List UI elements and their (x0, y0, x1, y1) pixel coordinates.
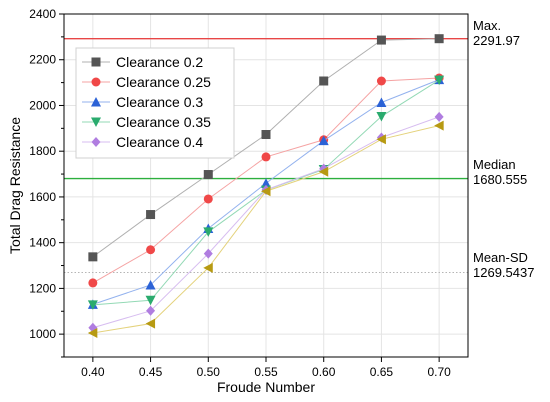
data-point (261, 186, 271, 197)
data-point (203, 248, 213, 259)
data-point (203, 194, 213, 204)
data-point (91, 77, 101, 87)
data-point (319, 76, 329, 86)
data-series (87, 34, 445, 338)
data-point (318, 135, 329, 146)
data-point (203, 170, 213, 180)
series-0 (88, 34, 444, 262)
legend-box (75, 47, 235, 159)
axis-ticks: 0.40 0.45 0.50 0.55 0.60 0.65 0.70 1000 1200 1400… (29, 7, 451, 379)
y-tick-label: 1200 (29, 281, 56, 295)
data-point (88, 278, 98, 288)
x-tick-label: 0.50 (197, 365, 221, 379)
data-point (434, 75, 445, 86)
reference-value: 1680.555 (473, 172, 527, 187)
data-point (146, 210, 156, 220)
x-tick-label: 0.70 (427, 365, 451, 379)
data-point (87, 300, 98, 310)
data-point (203, 262, 213, 273)
reference-label: Max. (473, 18, 501, 33)
reference-value: 1269.5437 (473, 265, 534, 280)
x-tick-label: 0.40 (81, 365, 105, 379)
data-point (91, 57, 101, 67)
data-point (87, 327, 98, 338)
legend-label: Clearance 0.3 (116, 94, 203, 110)
y-tick-label: 1600 (29, 190, 56, 204)
series-5 (87, 120, 444, 338)
data-point (434, 111, 444, 122)
data-point (145, 295, 156, 306)
data-point (91, 137, 101, 147)
x-tick-label: 0.55 (254, 365, 278, 379)
data-point (145, 318, 156, 329)
data-point (145, 279, 156, 290)
x-tick-label: 0.45 (139, 365, 163, 379)
y-tick-label: 2000 (29, 98, 56, 112)
data-point (376, 35, 386, 45)
data-point (261, 152, 271, 162)
data-point (434, 120, 444, 131)
data-point (261, 178, 271, 188)
legend-label: Clearance 0.25 (116, 74, 211, 90)
legend: Clearance 0.2 Clearance 0.25 Clearance 0.3… (75, 47, 235, 159)
data-point (203, 227, 214, 237)
data-point (91, 97, 101, 107)
x-tick-label: 0.65 (370, 365, 394, 379)
legend-label: Clearance 0.2 (116, 54, 203, 70)
data-point (91, 117, 101, 127)
data-point (376, 76, 386, 86)
y-tick-label: 1800 (29, 144, 56, 158)
y-tick-label: 1000 (29, 327, 56, 341)
x-axis-title: Froude Number (217, 379, 315, 395)
y-tick-label: 2200 (29, 53, 56, 67)
data-point (376, 97, 387, 107)
data-point (88, 252, 98, 262)
data-point (261, 130, 271, 140)
x-tick-label: 0.60 (312, 365, 336, 379)
legend-label: Clearance 0.35 (116, 114, 211, 130)
reference-label: Median (473, 157, 516, 172)
data-point (146, 245, 156, 255)
reference-value: 2291.97 (473, 33, 520, 48)
data-point (146, 305, 156, 316)
y-tick-label: 2400 (29, 7, 56, 21)
data-point (318, 166, 329, 177)
data-point (376, 134, 386, 145)
legend-label: Clearance 0.4 (116, 134, 203, 150)
reference-label: Mean-SD (473, 250, 528, 265)
y-tick-label: 1400 (29, 236, 56, 250)
y-axis-title: Total Drag Resistance (7, 117, 23, 254)
data-point (376, 111, 387, 122)
data-point (434, 34, 444, 44)
